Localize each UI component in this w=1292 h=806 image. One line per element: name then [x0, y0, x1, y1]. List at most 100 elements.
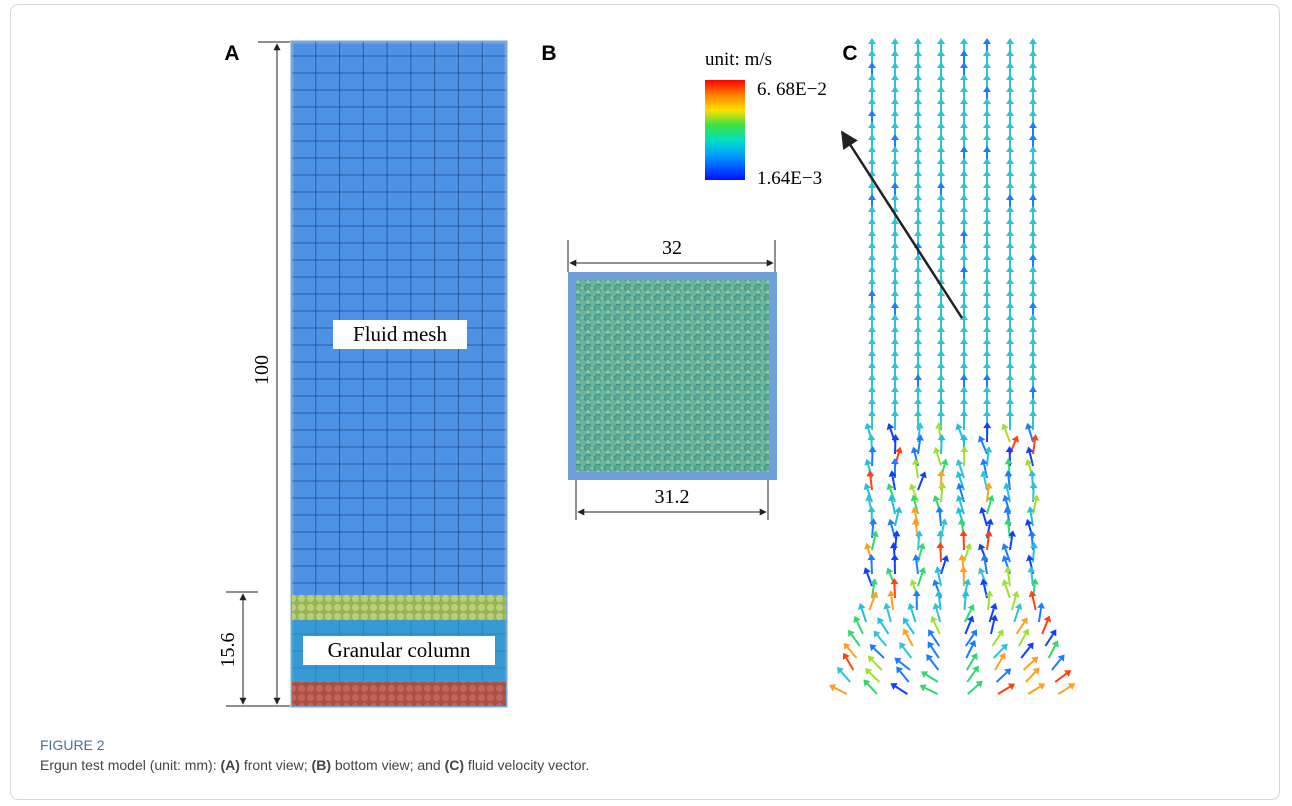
- velocity-shaft: [891, 500, 896, 515]
- velocity-head: [868, 98, 876, 104]
- velocity-head: [937, 326, 945, 332]
- velocity-head: [983, 218, 991, 224]
- velocity-head: [960, 50, 968, 56]
- velocity-head: [914, 218, 922, 224]
- velocity-shaft: [833, 686, 848, 695]
- velocity-head: [914, 86, 922, 92]
- velocity-head: [865, 494, 874, 502]
- velocity-head: [967, 604, 975, 612]
- velocity-head: [1003, 506, 1012, 513]
- velocity-head: [1006, 242, 1014, 248]
- velocity-head: [960, 314, 968, 320]
- velocity-head: [983, 158, 991, 164]
- velocity-head: [1029, 230, 1037, 236]
- caption-ref: (B): [311, 757, 331, 773]
- velocity-head: [983, 374, 991, 380]
- velocity-shaft: [1015, 621, 1026, 635]
- velocity-head: [984, 530, 993, 537]
- particle-bed: [576, 280, 769, 472]
- velocity-head: [1006, 146, 1014, 152]
- velocity-head: [955, 507, 964, 514]
- velocity-head: [960, 206, 968, 212]
- velocity-shaft: [932, 620, 941, 635]
- velocity-shaft: [958, 476, 965, 491]
- velocity-head: [914, 386, 922, 392]
- velocity-head: [891, 374, 899, 380]
- velocity-head: [870, 591, 879, 599]
- velocity-head: [891, 410, 899, 416]
- velocity-shaft: [924, 686, 938, 695]
- velocity-head: [891, 98, 899, 104]
- caption-segment: front view;: [239, 757, 312, 773]
- velocity-head: [1006, 218, 1014, 224]
- velocity-head: [1029, 86, 1037, 92]
- velocity-head: [1027, 566, 1036, 573]
- velocity-head: [978, 543, 986, 551]
- velocity-head: [909, 579, 918, 587]
- velocity-head: [983, 170, 991, 176]
- velocity-shaft: [889, 428, 896, 443]
- velocity-head: [1007, 683, 1016, 691]
- dim-label: 31.2: [655, 486, 690, 508]
- velocity-head: [980, 458, 989, 466]
- velocity-head: [891, 146, 899, 152]
- velocity-shaft: [899, 670, 910, 683]
- velocity-head: [868, 254, 876, 260]
- velocity-head: [955, 459, 964, 467]
- velocity-head: [1029, 398, 1037, 404]
- velocity-head: [1011, 590, 1020, 598]
- velocity-head: [1006, 350, 1014, 356]
- velocity-head: [1001, 423, 1009, 431]
- velocity-head: [1002, 494, 1010, 502]
- velocity-head: [1003, 482, 1012, 490]
- velocity-shaft: [1009, 536, 1014, 551]
- velocity-head: [937, 98, 945, 104]
- velocity-head: [870, 578, 878, 585]
- velocity-head: [891, 362, 899, 368]
- velocity-head: [960, 182, 968, 188]
- velocity-shaft: [910, 608, 917, 623]
- region-label: Granular column: [328, 638, 471, 662]
- velocity-head: [899, 642, 907, 650]
- velocity-head: [868, 110, 876, 116]
- velocity-shaft: [994, 657, 1004, 671]
- velocity-head: [1000, 643, 1008, 651]
- velocity-head: [891, 110, 899, 116]
- velocity-shaft: [983, 560, 988, 575]
- velocity-head: [937, 122, 945, 128]
- velocity-head: [914, 254, 922, 260]
- velocity-head: [891, 62, 899, 68]
- velocity-head: [1006, 110, 1014, 116]
- velocity-head: [902, 617, 910, 625]
- velocity-head: [1028, 470, 1037, 477]
- velocity-shaft: [989, 620, 996, 635]
- velocity-head: [983, 326, 991, 332]
- velocity-head: [914, 290, 922, 296]
- velocity-head: [891, 326, 899, 332]
- velocity-head: [1026, 642, 1034, 650]
- velocity-head: [937, 170, 945, 176]
- velocity-shaft: [986, 451, 990, 467]
- velocity-head: [935, 422, 944, 429]
- velocity-head: [891, 134, 899, 140]
- velocity-head: [980, 554, 989, 561]
- velocity-head: [936, 542, 945, 549]
- velocity-head: [890, 554, 899, 561]
- velocity-shaft: [963, 595, 967, 611]
- velocity-head: [891, 434, 900, 441]
- velocity-head: [934, 590, 943, 597]
- velocity-head: [960, 398, 968, 404]
- velocity-head: [891, 290, 899, 296]
- caption-ref: (C): [444, 757, 465, 773]
- velocity-head: [886, 423, 895, 431]
- velocity-head: [1004, 566, 1013, 573]
- velocity-shaft: [868, 596, 876, 611]
- velocity-head: [960, 146, 968, 152]
- velocity-shaft: [871, 451, 874, 467]
- velocity-head: [983, 62, 991, 68]
- velocity-head: [970, 629, 978, 637]
- velocity-head: [868, 146, 876, 152]
- velocity-head: [983, 206, 991, 212]
- velocity-head: [1029, 254, 1037, 260]
